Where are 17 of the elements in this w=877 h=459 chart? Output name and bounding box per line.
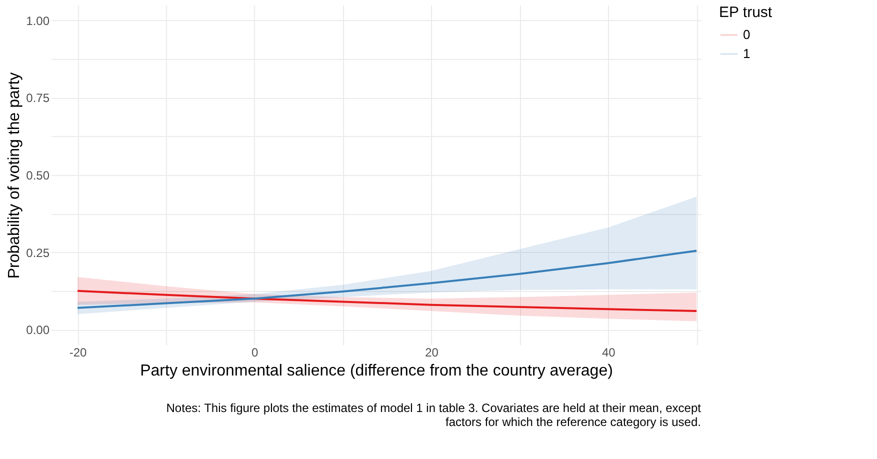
y-tick-label: 0.75	[26, 91, 50, 106]
y-tick-label: 1.00	[26, 14, 50, 28]
line-series	[76, 250, 698, 309]
x-axis-title: Party environmental salience (difference from the country average)	[140, 362, 613, 380]
y-axis-title: Probability of voting the party	[6, 72, 24, 279]
y-tick-label: 0.00	[26, 323, 50, 338]
legend-title: EP trust	[719, 4, 773, 21]
legend-label: 1	[743, 46, 750, 61]
line-series	[76, 290, 698, 312]
x-tick-label: 40	[602, 346, 616, 360]
x-tick-label: -20	[69, 346, 88, 360]
x-tick-label: 0	[252, 346, 259, 360]
y-tick-label: 0.50	[26, 168, 50, 182]
legend-label: 0	[743, 27, 750, 42]
y-tick-label: 0.25	[26, 246, 50, 260]
x-tick-label: 20	[425, 346, 439, 360]
text: Notes: This figure plots the estimates of model 1 in table 3. Covariates are held at their mean, except factors for which the reference category is used.	[166, 401, 702, 429]
